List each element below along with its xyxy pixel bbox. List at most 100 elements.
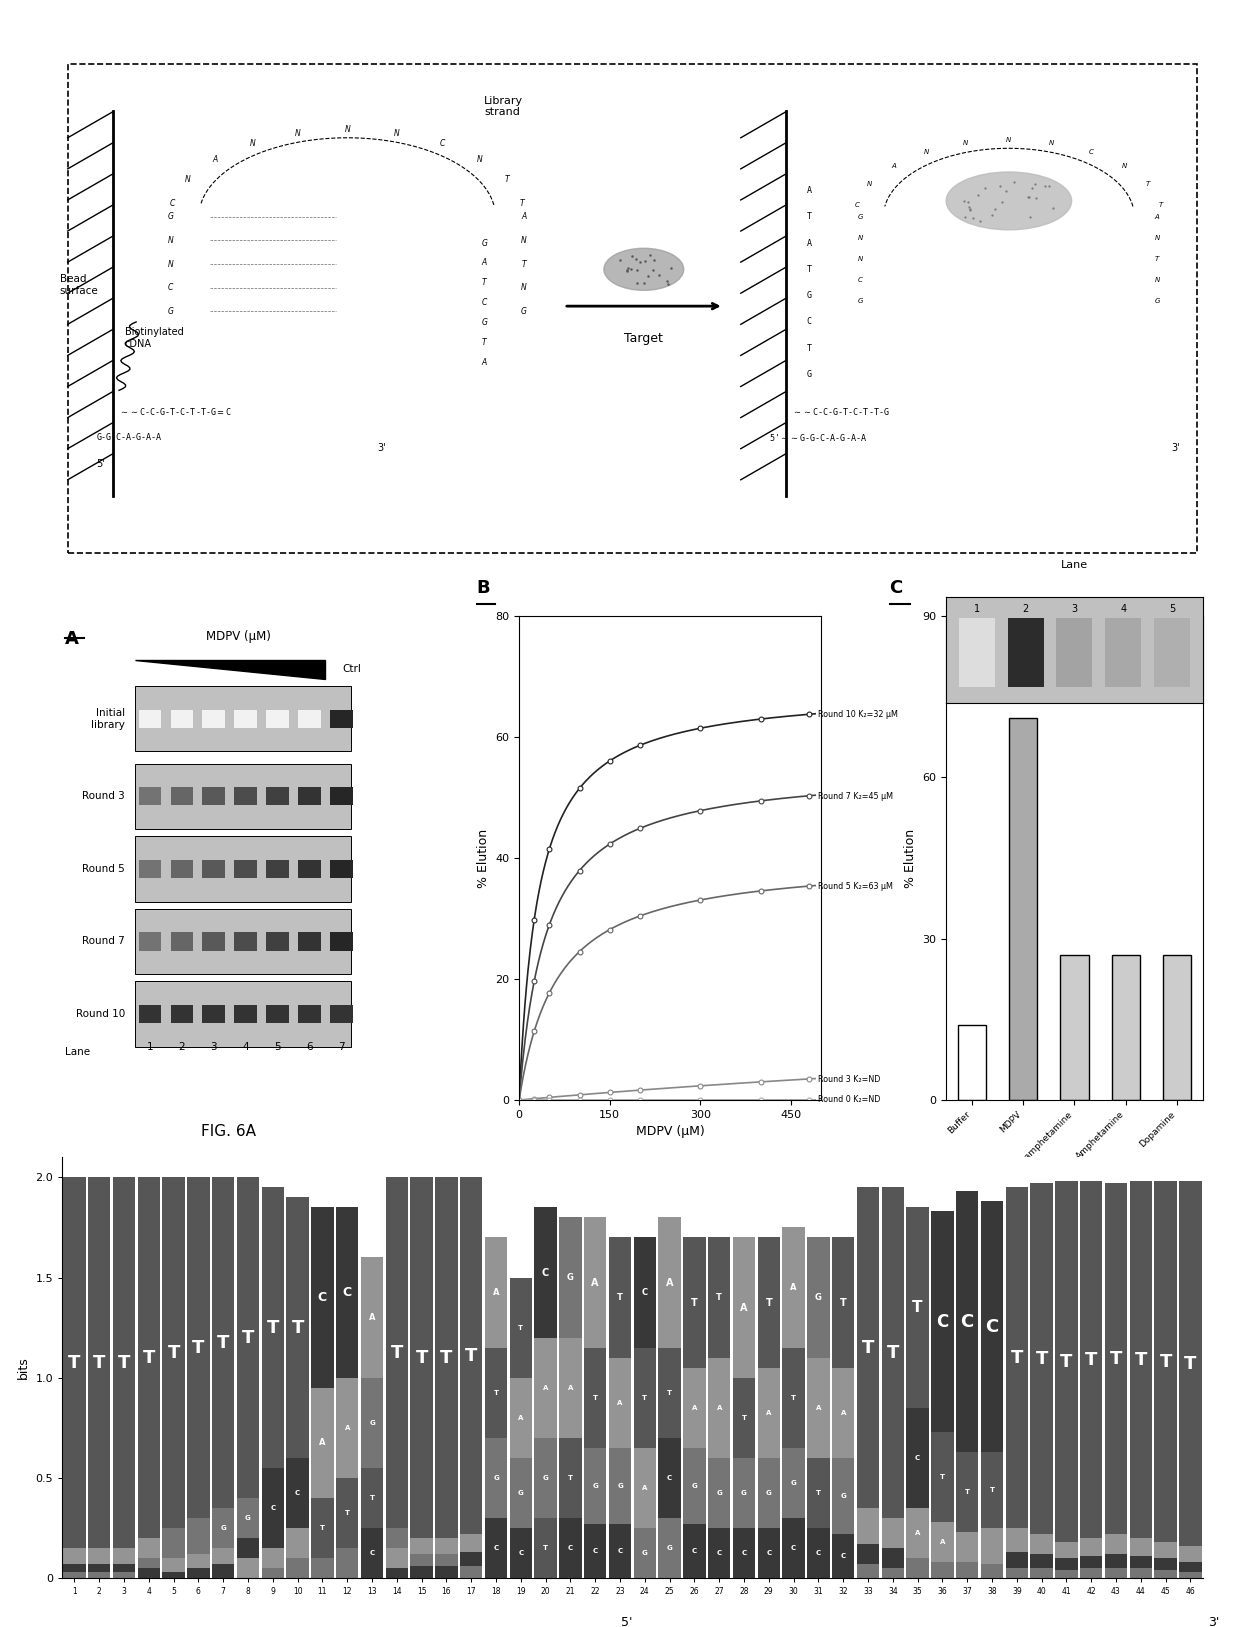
Text: 5'$\sim\sim$G-G-C-A-G-A-A: 5'$\sim\sim$G-G-C-A-G-A-A [769, 433, 867, 443]
Text: N: N [167, 236, 174, 246]
Ellipse shape [604, 249, 683, 290]
Bar [113, 1572, 135, 1578]
Bar [708, 1458, 730, 1528]
Bar [286, 1197, 309, 1458]
Text: T: T [862, 1339, 874, 1357]
Bar [1006, 1188, 1028, 1528]
Bar [460, 1178, 482, 1534]
Text: T: T [143, 1349, 155, 1367]
Text: C: C [494, 1546, 498, 1551]
Bar [138, 1568, 160, 1578]
Text: A: A [568, 1385, 573, 1391]
Bar [138, 1178, 160, 1538]
Text: T: T [618, 1293, 622, 1302]
Text: T: T [1110, 1350, 1122, 1368]
Bar [708, 1528, 730, 1578]
Bar [882, 1188, 904, 1518]
Bar [510, 1528, 532, 1578]
Text: 3': 3' [377, 443, 386, 454]
Text: G: G [246, 1515, 250, 1521]
Text: N: N [167, 260, 174, 268]
Text: G: G [692, 1482, 697, 1489]
Text: 2: 2 [179, 1041, 185, 1053]
Text: Round 3: Round 3 [82, 791, 125, 800]
Bar [683, 1448, 706, 1524]
Text: N: N [1154, 277, 1159, 283]
Bar [981, 1564, 1003, 1578]
Bar [708, 1238, 730, 1357]
Text: T: T [667, 1389, 672, 1396]
Text: N: N [1049, 140, 1054, 146]
Text: Round 10: Round 10 [76, 1009, 125, 1019]
Bar [782, 1518, 805, 1578]
Text: T: T [370, 1495, 374, 1502]
Bar [658, 1347, 681, 1438]
Bar [171, 787, 193, 805]
Circle shape [946, 172, 1071, 229]
Text: T: T [1135, 1350, 1147, 1368]
Text: C: C [854, 202, 859, 208]
Bar [63, 1178, 86, 1549]
Bar [298, 859, 321, 879]
Bar [212, 1549, 234, 1564]
Text: Round 10 K₂=32 μM: Round 10 K₂=32 μM [818, 711, 898, 719]
Bar [857, 1508, 879, 1544]
Bar [435, 1554, 458, 1567]
Text: G: G [807, 369, 812, 379]
Bar [956, 1191, 978, 1451]
Bar [63, 1572, 86, 1578]
Bar [237, 1538, 259, 1559]
Text: T: T [568, 1476, 573, 1481]
Text: MDPV (μM): MDPV (μM) [206, 631, 270, 643]
Bar [88, 1178, 110, 1549]
Bar [1105, 1554, 1127, 1568]
Text: 5': 5' [621, 1616, 632, 1627]
Bar [435, 1178, 458, 1538]
Bar [202, 787, 226, 805]
Text: Round 7 K₂=45 μM: Round 7 K₂=45 μM [818, 792, 893, 800]
Bar [171, 1005, 193, 1023]
Bar [906, 1207, 929, 1407]
Bar [212, 1508, 234, 1549]
Bar [460, 1567, 482, 1578]
Bar [298, 787, 321, 805]
Y-axis label: % Elution: % Elution [904, 828, 916, 888]
Bar [559, 1217, 582, 1337]
Text: A: A [212, 155, 217, 164]
Bar [410, 1178, 433, 1538]
Text: A: A [666, 1277, 673, 1287]
Bar [410, 1567, 433, 1578]
Text: A: A [492, 1289, 500, 1297]
Text: A: A [481, 259, 487, 267]
Text: N: N [963, 140, 968, 146]
Text: T: T [593, 1394, 598, 1401]
Text: T: T [415, 1349, 428, 1367]
Text: A: A [543, 1385, 548, 1391]
Text: A: A [481, 358, 487, 368]
Bar [135, 687, 351, 752]
Text: G: G [521, 308, 527, 316]
Text: T: T [267, 1318, 279, 1337]
Text: T: T [765, 1298, 773, 1308]
Text: Round 5: Round 5 [82, 864, 125, 874]
Text: Round 7: Round 7 [82, 937, 125, 947]
Text: T: T [1159, 1352, 1172, 1370]
Text: G: G [807, 291, 812, 299]
Bar [832, 1238, 854, 1368]
Text: A: A [368, 1313, 376, 1323]
Text: G: G [543, 1476, 548, 1481]
Text: G: G [858, 213, 863, 220]
Text: A: A [766, 1411, 771, 1415]
Bar [683, 1524, 706, 1578]
Bar [139, 932, 161, 950]
Bar [832, 1534, 854, 1578]
Text: T: T [217, 1334, 229, 1352]
Bar [1080, 1538, 1102, 1555]
Text: G: G [593, 1482, 598, 1489]
Bar [981, 1451, 1003, 1528]
Text: N: N [295, 129, 301, 138]
Bar [832, 1368, 854, 1458]
Text: C: C [807, 317, 812, 327]
Text: T: T [68, 1354, 81, 1372]
Text: N: N [185, 176, 190, 184]
